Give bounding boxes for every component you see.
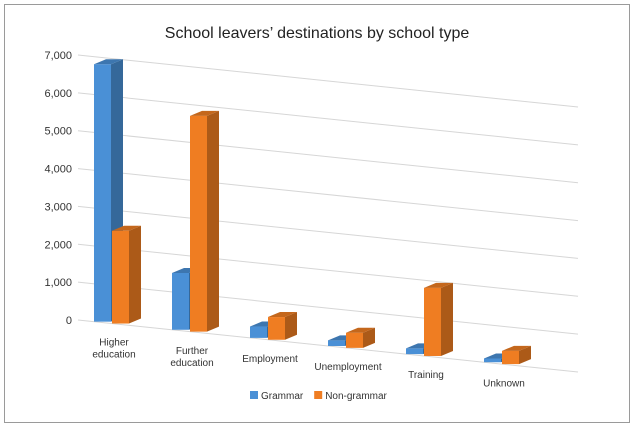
y-tick-label: 4,000 <box>44 164 72 176</box>
gridline <box>77 92 579 146</box>
gridline <box>77 243 579 297</box>
legend-swatch <box>250 391 258 399</box>
y-tick-label: 7,000 <box>44 50 72 62</box>
bar <box>190 110 219 332</box>
legend: Grammar Non-grammar <box>250 391 388 402</box>
category-label: Further education <box>170 346 213 369</box>
bar <box>268 312 297 340</box>
legend-label: Non-grammar <box>325 391 387 402</box>
category-label: Employment <box>242 354 298 365</box>
legend-label: Grammar <box>261 391 304 402</box>
bar <box>112 225 141 324</box>
bar <box>424 282 453 356</box>
y-tick-label: 6,000 <box>44 88 72 100</box>
gridline <box>77 130 579 184</box>
category-label: Higher education <box>92 338 135 361</box>
category-label: Unknown <box>483 378 525 389</box>
y-tick-label: 0 <box>66 315 72 327</box>
category-labels: Higher education Further education Employmen… <box>92 338 525 390</box>
category-label: Training <box>408 370 444 381</box>
y-tick-label: 5,000 <box>44 126 72 138</box>
y-tick-label: 3,000 <box>44 201 72 213</box>
category-label: Unemployment <box>314 362 381 373</box>
gridline <box>77 205 579 259</box>
bar <box>346 327 375 348</box>
y-tick-label: 1,000 <box>44 277 72 289</box>
gridline <box>77 168 579 222</box>
chart-title: School leavers’ destinations by school t… <box>165 25 470 42</box>
gridline <box>77 54 579 108</box>
bar <box>502 345 531 365</box>
gridline <box>77 281 579 335</box>
gridlines <box>77 54 579 373</box>
bars <box>94 59 531 365</box>
y-tick-label: 2,000 <box>44 239 72 251</box>
y-axis-ticks: 0 1,000 2,000 3,000 4,000 5,000 6,000 7,000 <box>44 50 72 327</box>
legend-swatch <box>314 391 323 399</box>
